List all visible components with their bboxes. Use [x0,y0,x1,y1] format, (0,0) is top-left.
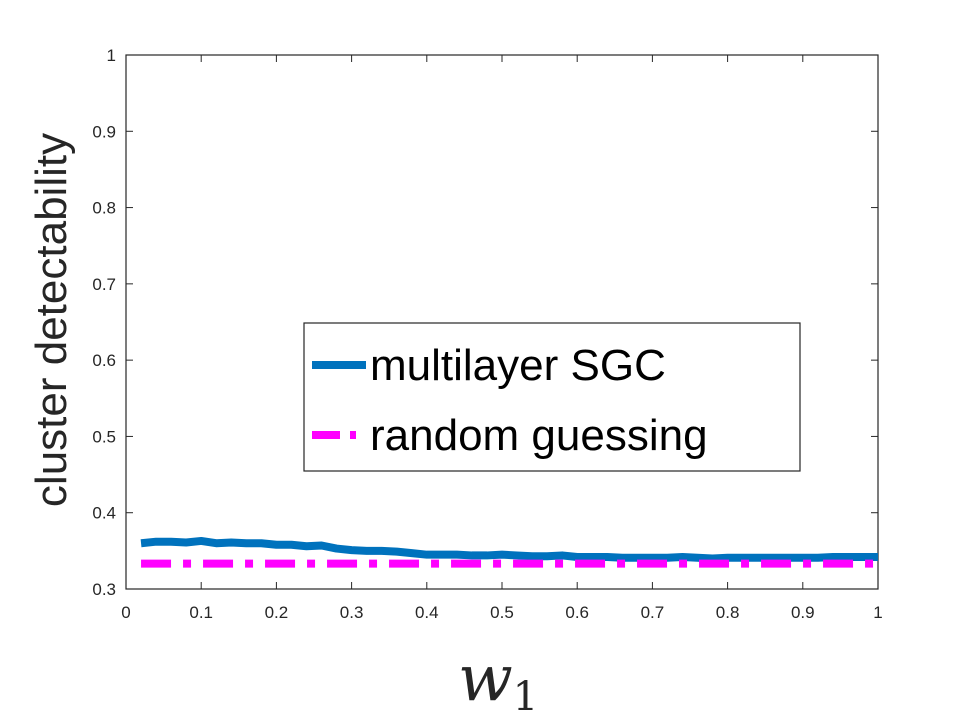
x-tick-label: 0.2 [265,603,289,622]
x-axis-label-subscript: 1 [513,674,538,720]
series-layer [140,536,878,568]
series-line-multilayer-sgc [140,536,878,563]
y-tick-label: 0.6 [92,351,116,370]
y-tick-label: 0.4 [92,504,116,523]
x-tick-label: 0.3 [340,603,364,622]
x-axis-label-main: w [458,642,513,716]
legend: multilayer SGC random guessing [303,322,801,472]
y-tick-label: 1 [107,46,116,65]
x-tick-label: 0.8 [716,603,740,622]
x-axis-label: w1 [458,642,538,720]
x-ticks: 0 0.1 0.2 0.3 0.4 0.5 0.6 0.7 0.8 0.9 1 [121,55,883,622]
x-tick-label: 0.4 [415,603,439,622]
legend-box [303,322,801,472]
x-tick-label: 0.5 [490,603,514,622]
legend-label: random guessing [370,411,708,460]
y-ticks: 0.3 0.4 0.5 0.6 0.7 0.8 0.9 1 [92,46,878,599]
x-tick-label: 0.7 [641,603,665,622]
x-tick-label: 1 [873,603,882,622]
y-tick-label: 0.8 [92,199,116,218]
x-tick-label: 0.6 [565,603,589,622]
axes-frame [125,54,879,590]
y-tick-label: 0.7 [92,275,116,294]
x-tick-label: 0 [121,603,130,622]
x-tick-label: 0.1 [189,603,213,622]
legend-label: multilayer SGC [370,341,666,390]
y-tick-label: 0.9 [92,122,116,141]
y-axis-label: cluster detectability [27,133,76,507]
x-tick-label: 0.9 [791,603,815,622]
y-tick-label: 0.5 [92,427,116,446]
y-tick-label: 0.3 [92,580,116,599]
plot-area-border [125,54,879,590]
